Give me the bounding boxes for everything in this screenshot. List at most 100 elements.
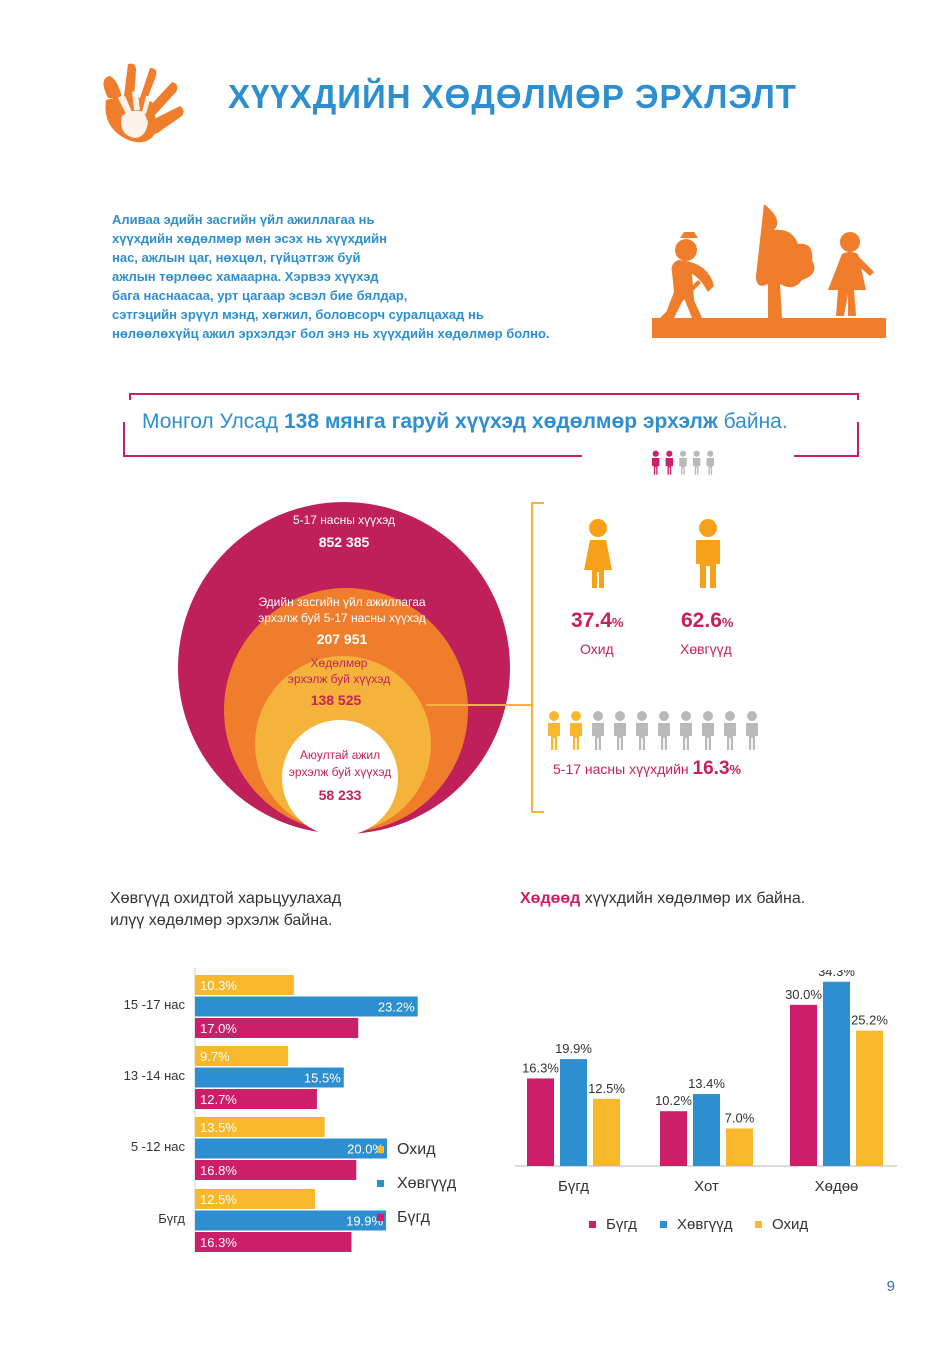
bar-label: 16.3%: [522, 1060, 559, 1075]
intro-text: Аливаа эдийн засгийн үйл ажиллагаа нь хү…: [112, 210, 632, 343]
legend-swatch: [755, 1221, 762, 1228]
boys-percent-unit: %: [721, 615, 734, 630]
bar-label: 12.7%: [200, 1092, 237, 1107]
bar: [790, 1004, 817, 1166]
legend-swatch: [377, 1180, 384, 1187]
bar-label: 23.2%: [378, 1000, 415, 1015]
category-label: Бүгд: [158, 1211, 185, 1226]
person-icon: [692, 450, 701, 475]
category-label: Хөдөө: [815, 1178, 859, 1195]
bar-label: 12.5%: [588, 1081, 625, 1096]
bar: [527, 1078, 554, 1166]
child-icon: [592, 711, 604, 750]
circle-outer-label: 5-17 насны хүүхэд: [293, 513, 395, 527]
hands-icon: [103, 63, 184, 143]
bar: [195, 1138, 387, 1159]
circle-hazardous: [282, 720, 398, 836]
circle-outer-value: 852 385: [319, 534, 370, 550]
girls-percent: 37.4%: [571, 609, 623, 633]
bar-label: 25.2%: [851, 1013, 888, 1028]
girls-percent-value: 37.4: [571, 609, 612, 632]
bar-label: 9.7%: [200, 1049, 230, 1064]
right-chart-title-bold: Хөдөөд: [520, 890, 581, 907]
circle-labor-value: 138 525: [311, 692, 362, 708]
legend-label: Бүгд: [606, 1216, 637, 1233]
legend-swatch: [377, 1214, 384, 1221]
right-chart-title-rest: хүүхдийн хөдөлмөр их байна.: [580, 890, 806, 907]
child-icon: [702, 711, 714, 750]
bar: [195, 996, 418, 1017]
bracket: [426, 502, 544, 813]
bar-label: 10.2%: [655, 1093, 692, 1108]
share-label: 5-17 насны хүүхдийн: [553, 761, 693, 777]
page-title: ХҮҮХДИЙН ХӨДӨЛМӨР ЭРХЛЭЛТ: [228, 78, 797, 115]
left-chart-title-line: илүү хөдөлмөр эрхэлж байна.: [110, 912, 333, 929]
bar-label: 10.3%: [200, 978, 237, 993]
boys-label: Хөвгүүд: [680, 641, 732, 657]
circle-economic-label: эрхэлж буй 5-17 насны хүүхэд: [258, 611, 426, 625]
boy-icon: [696, 519, 720, 588]
bar: [823, 981, 850, 1166]
headline-prefix: Монгол Улсад: [142, 410, 284, 433]
bar-label: 30.0%: [785, 987, 822, 1002]
bar: [693, 1094, 720, 1166]
headline-bold: 138 мянга гаруй хүүхэд хөдөлмөр эрхэлж: [283, 410, 718, 433]
headline-suffix: байна.: [717, 410, 788, 433]
legend-label: Хөвгүүд: [397, 1175, 457, 1192]
child-icon: [724, 711, 736, 750]
bar: [195, 1232, 352, 1252]
circle-hazardous-label: эрхэлж буй хүүхэд: [289, 765, 391, 779]
category-label: 15 -17 нас: [124, 997, 186, 1012]
child-icon: [636, 711, 648, 750]
headline: Монгол Улсад 138 мянга гаруй хүүхэд хөдө…: [142, 410, 788, 434]
left-bar-chart: 15 -17 нас 10.3% 23.2% 17.0% 13 -14 нас 9.7% 1…: [124, 968, 457, 1252]
bar-label: 7.0%: [725, 1110, 755, 1125]
person-icon: [679, 450, 687, 475]
legend-label: Охид: [397, 1141, 436, 1158]
share-text: 5-17 насны хүүхдийн 16.3%: [553, 758, 741, 780]
circle-hazardous-label: Аюултай ажил: [300, 748, 380, 762]
child-icon: [746, 711, 758, 750]
child-icon: [614, 711, 626, 750]
bar: [195, 975, 294, 995]
share-value: 16.3: [692, 758, 730, 779]
legend-label: Бүгд: [397, 1209, 431, 1226]
child-icon: [548, 711, 560, 750]
legend-label: Хөвгүүд: [677, 1216, 733, 1233]
circle-labor-label: эрхэлж буй хүүхэд: [288, 672, 390, 686]
legend-swatch: [660, 1221, 667, 1228]
intro-line: хүүхдийн хөдөлмөр мөн эсэх нь хүүхдийн: [112, 231, 387, 246]
bar: [593, 1098, 620, 1166]
circle-hazardous-value: 58 233: [319, 787, 362, 803]
legend-swatch: [589, 1221, 596, 1228]
child-labor-silhouette-icon: [652, 200, 886, 338]
legend-label: Охид: [772, 1216, 808, 1233]
bar: [195, 1210, 387, 1231]
legend-swatch: [377, 1146, 384, 1153]
left-chart-title-line: Хөвгүүд охидтой харьцуулахад: [110, 890, 342, 907]
girls-label: Охид: [580, 641, 614, 657]
intro-line: сэтгэцийн эрүүл мэнд, хөгжил, боловсорч …: [112, 307, 484, 322]
bar: [195, 1117, 325, 1137]
bar: [726, 1128, 753, 1166]
share-unit: %: [729, 762, 742, 777]
child-icon: [680, 711, 692, 750]
circle-economic-label: Эдийн засгийн үйл ажиллагаа: [258, 595, 425, 609]
bar: [195, 1046, 289, 1066]
child-icon: [658, 711, 670, 750]
bar: [856, 1030, 883, 1166]
person-icon: [652, 450, 660, 475]
bar: [195, 1189, 315, 1209]
bar: [660, 1111, 687, 1166]
girls-percent-unit: %: [611, 615, 624, 630]
circle-economic-value: 207 951: [317, 631, 368, 647]
bar-label: 16.8%: [200, 1163, 237, 1178]
children-row-icon: [548, 711, 758, 750]
intro-line: бага наснаасаа, урт цагаар эсвэл бие бял…: [112, 288, 408, 303]
bar: [195, 1067, 344, 1088]
right-bar-chart: 16.3% 19.9% 12.5% Бүгд 10.2% 13.4% 7.0% Хот 30.0…: [515, 970, 897, 1233]
category-label: 5 -12 нас: [131, 1139, 186, 1154]
person-icon: [665, 450, 674, 475]
page-number: 9: [886, 1278, 895, 1295]
person-icon: [706, 450, 714, 475]
